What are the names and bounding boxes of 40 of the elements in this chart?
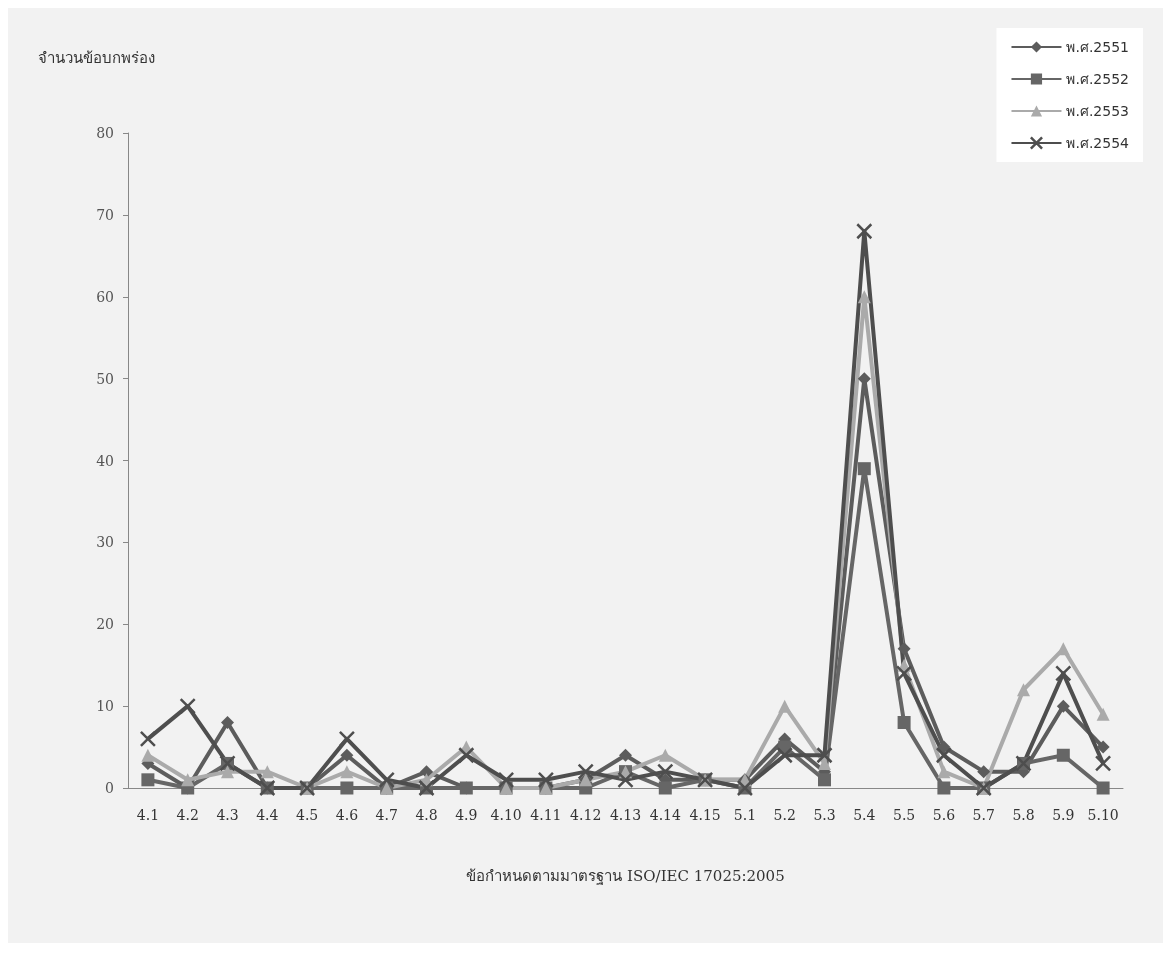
y-tick-label: 40 — [96, 452, 114, 469]
x-tick-label: 4.9 — [455, 807, 478, 823]
legend-label: พ.ศ.2551 — [1066, 39, 1129, 55]
y-tick-label: 10 — [96, 698, 114, 715]
x-tick-label: 5.3 — [813, 807, 836, 823]
x-tick-label: 4.6 — [335, 807, 359, 823]
x-tick-label: 5.7 — [972, 807, 995, 823]
x-tick-label: 5.8 — [1012, 807, 1035, 823]
y-tick-label: 30 — [96, 534, 114, 551]
x-tick-label: 5.2 — [773, 807, 796, 823]
x-tick-label: 4.3 — [216, 807, 239, 823]
y-axis-title: จำนวนข้อบกพร่อง — [38, 48, 155, 67]
x-tick-label: 4.10 — [490, 807, 522, 823]
y-tick-label: 50 — [96, 370, 114, 387]
x-tick-label: 4.14 — [649, 807, 681, 823]
legend-label: พ.ศ.2553 — [1066, 103, 1129, 119]
x-tick-label: 5.6 — [932, 807, 956, 823]
y-tick-label: 60 — [96, 288, 114, 305]
legend-label: พ.ศ.2552 — [1066, 71, 1129, 87]
x-tick-label: 4.7 — [375, 807, 398, 823]
x-tick-label: 5.10 — [1087, 807, 1119, 823]
x-axis-title: ข้อกำหนดตามมาตรฐาน ISO/IEC 17025:2005 — [466, 866, 785, 885]
x-tick-label: 4.2 — [176, 807, 199, 823]
x-tick-label: 5.5 — [892, 807, 916, 823]
y-tick-label: 0 — [105, 780, 114, 796]
x-tick-label: 5.9 — [1052, 807, 1075, 823]
x-tick-label: 4.5 — [295, 807, 319, 823]
y-tick-label: 70 — [96, 206, 114, 223]
x-tick-label: 5.1 — [733, 807, 757, 823]
y-tick-label: 80 — [96, 125, 114, 141]
x-tick-label: 5.4 — [853, 807, 876, 823]
x-tick-label: 4.4 — [256, 807, 279, 823]
x-tick-label: 4.1 — [136, 807, 160, 823]
x-tick-label: 4.13 — [609, 807, 642, 823]
x-tick-label: 4.15 — [689, 807, 721, 823]
x-tick-label: 4.11 — [530, 807, 562, 823]
x-tick-label: 4.8 — [415, 807, 438, 823]
y-tick-label: 20 — [96, 616, 114, 633]
legend-label: พ.ศ.2554 — [1066, 135, 1130, 151]
x-tick-label: 4.12 — [570, 807, 602, 823]
